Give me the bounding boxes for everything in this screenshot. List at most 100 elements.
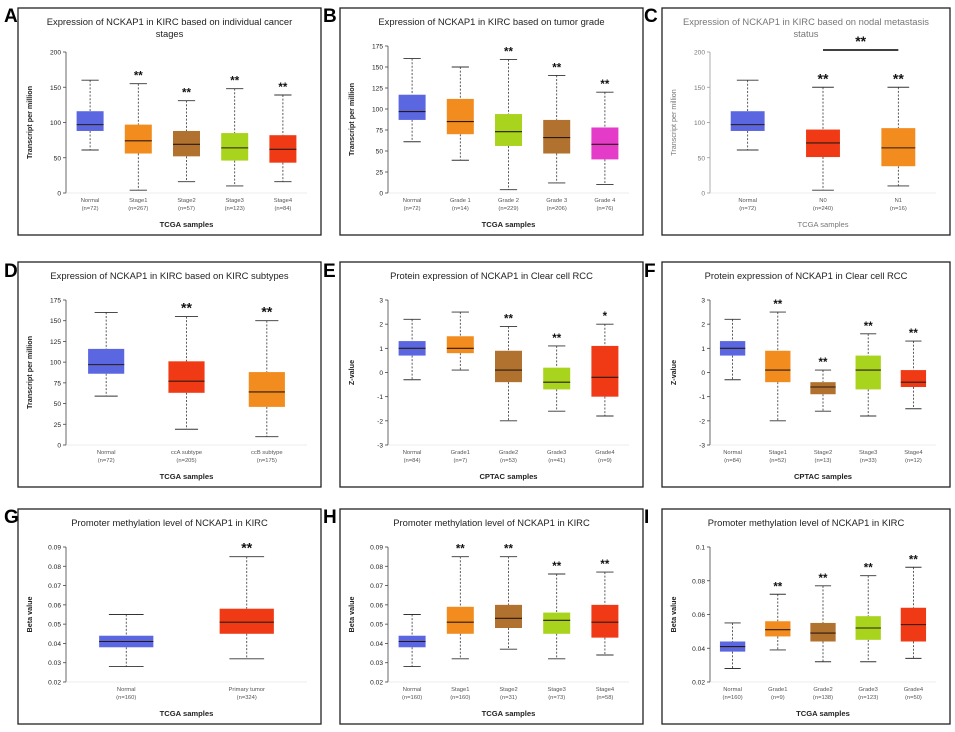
- chart-title: Protein expression of NCKAP1 in Clear ce…: [390, 270, 593, 281]
- panel-letter: A: [4, 6, 18, 27]
- x-axis-label: TCGA samples: [482, 220, 536, 229]
- x-sample-size-label: (n=76): [596, 206, 613, 212]
- x-category-label: Normal: [403, 198, 422, 204]
- x-category-label: Stage3: [226, 198, 244, 204]
- panel-frame: [17, 508, 322, 725]
- y-tick-label: 175: [372, 44, 383, 51]
- y-tick-label: 0.08: [370, 564, 383, 571]
- x-sample-size-label: (n=33): [860, 458, 877, 464]
- iqr-box: [810, 622, 836, 642]
- iqr-box: [900, 370, 927, 387]
- y-tick-label: 0.04: [48, 641, 61, 648]
- box-normal: Normal (n=160): [398, 614, 426, 701]
- y-tick-label: 0.05: [370, 622, 383, 629]
- box-n0: ** N0 (n=240): [806, 70, 840, 212]
- x-sample-size-label: (n=53): [500, 458, 517, 464]
- significance-marker: **: [909, 328, 918, 340]
- y-tick-label: -3: [699, 443, 705, 450]
- x-axis-label: TCGA samples: [160, 220, 214, 229]
- x-sample-size-label: (n=50): [905, 695, 922, 701]
- significance-marker: **: [864, 321, 873, 333]
- x-axis-label: CPTAC samples: [794, 472, 852, 481]
- significance-marker: **: [819, 573, 828, 585]
- y-tick-label: 125: [372, 86, 383, 93]
- y-tick-label: 75: [54, 380, 62, 387]
- y-tick-label: 50: [54, 155, 62, 162]
- x-category-label: Normal: [97, 450, 116, 456]
- x-category-label: N0: [819, 198, 826, 204]
- iqr-box: [495, 350, 522, 383]
- panel-letter: D: [4, 261, 18, 282]
- iqr-box: [810, 382, 836, 395]
- x-category-label: Grade4: [904, 687, 924, 693]
- panel-g: G Promoter methylation level of NCKAP1 in…: [4, 507, 322, 725]
- panel-letter: H: [323, 507, 337, 528]
- box-grade-3: ** Grade 3 (n=206): [543, 62, 571, 212]
- y-tick-label: -1: [699, 394, 705, 401]
- iqr-box: [221, 133, 249, 161]
- iqr-box: [124, 124, 152, 154]
- significance-marker: **: [261, 304, 272, 320]
- significance-marker: **: [278, 82, 287, 94]
- significance-marker: **: [552, 561, 561, 573]
- iqr-box: [765, 350, 791, 383]
- iqr-box: [730, 111, 765, 131]
- y-tick-label: 50: [698, 155, 706, 162]
- x-sample-size-label: (n=57): [178, 206, 195, 212]
- x-category-label: Stage2: [499, 687, 517, 693]
- x-sample-size-label: (n=7): [453, 458, 467, 464]
- panel-letter: B: [323, 6, 337, 27]
- significance-marker: **: [818, 70, 829, 86]
- x-category-label: Stage4: [596, 687, 615, 693]
- iqr-box: [446, 98, 474, 135]
- box-grade-4: ** Grade 4 (n=76): [591, 79, 619, 212]
- y-tick-label: 2: [701, 322, 705, 329]
- box-grade4: ** Grade4 (n=50): [900, 554, 927, 701]
- y-axis-label: Beta value: [25, 597, 34, 633]
- x-sample-size-label: (n=16): [890, 206, 907, 212]
- box-primary-tumor: ** Primary tumor (n=324): [219, 540, 274, 701]
- significance-marker: **: [600, 79, 609, 91]
- x-axis-label: TCGA samples: [482, 709, 536, 718]
- y-tick-label: 0.02: [370, 680, 383, 687]
- y-tick-label: 200: [50, 50, 61, 57]
- significance-marker: **: [182, 88, 191, 100]
- x-category-label: Stage1: [129, 198, 147, 204]
- panel-f: F Protein expression of NCKAP1 in Clear c…: [644, 261, 951, 488]
- y-tick-label: 50: [376, 149, 384, 156]
- iqr-box: [543, 367, 571, 390]
- iqr-box: [398, 94, 426, 120]
- x-sample-size-label: (n=175): [257, 458, 277, 464]
- significance-marker: **: [552, 333, 561, 345]
- y-tick-label: 75: [376, 128, 384, 135]
- y-tick-label: 0: [701, 370, 705, 377]
- panel-frame: [17, 7, 322, 236]
- box-stage2: ** Stage2 (n=31): [495, 544, 522, 701]
- y-tick-label: 1: [379, 346, 383, 353]
- iqr-box: [591, 604, 619, 638]
- y-tick-label: 0.04: [692, 646, 705, 653]
- box-grade4: * Grade4 (n=9): [591, 311, 619, 464]
- box-stage2: ** Stage2 (n=13): [810, 357, 836, 464]
- y-tick-label: 100: [694, 120, 705, 127]
- x-sample-size-label: (n=12): [905, 458, 922, 464]
- x-sample-size-label: (n=160): [116, 695, 136, 701]
- y-axis-label: Z-value: [669, 360, 678, 385]
- significance-marker: **: [773, 581, 782, 593]
- x-category-label: Normal: [403, 687, 422, 693]
- x-category-label: Stage2: [177, 198, 195, 204]
- x-sample-size-label: (n=13): [815, 458, 832, 464]
- y-tick-label: 1: [701, 346, 705, 353]
- y-axis-label: Beta value: [669, 597, 678, 633]
- y-tick-label: 175: [50, 298, 61, 305]
- box-normal: Normal (n=160): [719, 622, 746, 701]
- x-category-label: Grade3: [547, 450, 566, 456]
- x-sample-size-label: (n=206): [547, 206, 567, 212]
- iqr-box: [168, 361, 205, 393]
- chart-title: Promoter methylation level of NCKAP1 in …: [71, 517, 268, 528]
- panel-d: D Expression of NCKAP1 in KIRC based on K…: [4, 261, 322, 488]
- box-normal: Normal (n=72): [88, 311, 125, 464]
- x-sample-size-label: (n=229): [498, 206, 518, 212]
- y-tick-label: -2: [377, 418, 383, 425]
- y-tick-label: 0.07: [370, 583, 383, 590]
